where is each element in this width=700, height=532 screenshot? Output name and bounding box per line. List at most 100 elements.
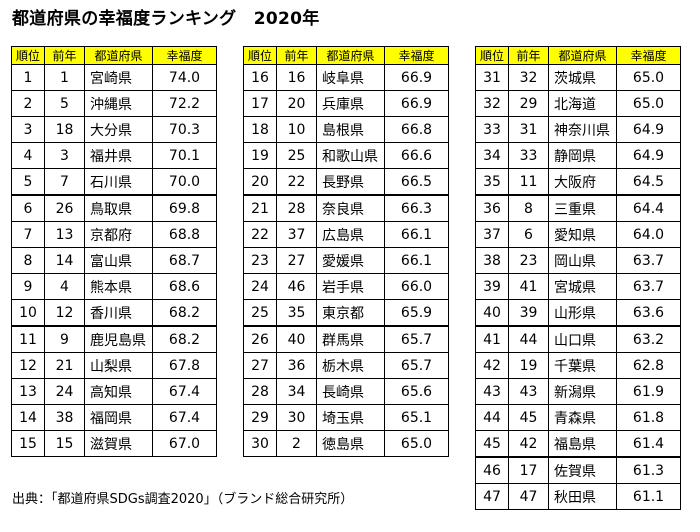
prefecture-cell: 福井県 <box>84 142 153 169</box>
previous-rank-cell: 18 <box>44 116 85 143</box>
prefecture-cell: 高知県 <box>84 378 153 405</box>
happiness-score-cell: 65.1 <box>384 404 449 431</box>
happiness-score-cell: 68.2 <box>152 299 217 327</box>
table-row: 45 42 福島県 61.4 <box>475 430 681 458</box>
happiness-score-cell: 63.6 <box>616 299 681 327</box>
happiness-score-cell: 61.3 <box>616 456 681 484</box>
prefecture-cell: 青森県 <box>548 404 617 431</box>
header-happiness: 幸福度 <box>152 46 217 65</box>
table-header-row: 順位 前年 都道府県 幸福度 <box>475 46 681 65</box>
happiness-score-cell: 61.4 <box>616 430 681 458</box>
previous-rank-cell: 17 <box>508 456 549 484</box>
rank-cell: 42 <box>475 352 509 379</box>
previous-rank-cell: 3 <box>44 142 85 169</box>
prefecture-cell: 徳島県 <box>316 430 385 457</box>
previous-rank-cell: 39 <box>508 299 549 327</box>
previous-rank-cell: 2 <box>276 430 317 457</box>
prefecture-cell: 鳥取県 <box>84 194 153 222</box>
prefecture-cell: 長崎県 <box>316 378 385 405</box>
previous-rank-cell: 38 <box>44 404 85 431</box>
table-row: 18 10 島根県 66.8 <box>243 116 449 143</box>
previous-rank-cell: 30 <box>276 404 317 431</box>
previous-rank-cell: 19 <box>508 352 549 379</box>
previous-rank-cell: 5 <box>44 90 85 117</box>
rank-cell: 27 <box>243 352 277 379</box>
header-rank: 順位 <box>11 46 45 65</box>
prefecture-cell: 群馬県 <box>316 325 385 353</box>
page-title: 都道府県の幸福度ランキング 2020年 <box>12 9 320 29</box>
happiness-score-cell: 70.0 <box>152 168 217 196</box>
happiness-score-cell: 64.5 <box>616 168 681 196</box>
table-row: 35 11 大阪府 64.5 <box>475 168 681 196</box>
header-rank: 順位 <box>475 46 509 65</box>
rank-cell: 19 <box>243 142 277 169</box>
table-row: 47 47 秋田県 61.1 <box>475 483 681 510</box>
happiness-score-cell: 64.9 <box>616 116 681 143</box>
previous-rank-cell: 7 <box>44 168 85 196</box>
happiness-score-cell: 61.9 <box>616 378 681 405</box>
prefecture-cell: 宮城県 <box>548 273 617 300</box>
rank-cell: 15 <box>11 430 45 457</box>
prefecture-cell: 滋賀県 <box>84 430 153 457</box>
rank-cell: 31 <box>475 64 509 91</box>
rank-cell: 30 <box>243 430 277 457</box>
happiness-score-cell: 63.2 <box>616 325 681 353</box>
happiness-score-cell: 68.8 <box>152 221 217 248</box>
rank-cell: 9 <box>11 273 45 300</box>
happiness-score-cell: 68.6 <box>152 273 217 300</box>
prefecture-cell: 宮崎県 <box>84 64 153 91</box>
table-row: 40 39 山形県 63.6 <box>475 299 681 327</box>
happiness-score-cell: 66.3 <box>384 194 449 222</box>
table-row: 27 36 栃木県 65.7 <box>243 352 449 379</box>
table-row: 37 6 愛知県 64.0 <box>475 221 681 248</box>
happiness-score-cell: 62.8 <box>616 352 681 379</box>
table-row: 33 31 神奈川県 64.9 <box>475 116 681 143</box>
table-row: 38 23 岡山県 63.7 <box>475 247 681 274</box>
happiness-score-cell: 67.8 <box>152 352 217 379</box>
happiness-score-cell: 72.2 <box>152 90 217 117</box>
header-prefecture: 都道府県 <box>84 46 153 65</box>
table-row: 26 40 群馬県 65.7 <box>243 325 449 353</box>
rank-cell: 34 <box>475 142 509 169</box>
rank-cell: 37 <box>475 221 509 248</box>
happiness-score-cell: 65.0 <box>384 430 449 457</box>
rank-cell: 33 <box>475 116 509 143</box>
table-row: 19 25 和歌山県 66.6 <box>243 142 449 169</box>
prefecture-cell: 京都府 <box>84 221 153 248</box>
rank-cell: 32 <box>475 90 509 117</box>
happiness-score-cell: 68.7 <box>152 247 217 274</box>
previous-rank-cell: 36 <box>276 352 317 379</box>
happiness-score-cell: 67.4 <box>152 404 217 431</box>
previous-rank-cell: 33 <box>508 142 549 169</box>
rank-cell: 36 <box>475 194 509 222</box>
previous-rank-cell: 45 <box>508 404 549 431</box>
rank-cell: 18 <box>243 116 277 143</box>
rank-cell: 22 <box>243 221 277 248</box>
rank-cell: 10 <box>11 299 45 327</box>
table-row: 7 13 京都府 68.8 <box>11 221 217 248</box>
prefecture-cell: 福岡県 <box>84 404 153 431</box>
rank-cell: 41 <box>475 325 509 353</box>
prefecture-cell: 富山県 <box>84 247 153 274</box>
table-row: 20 22 長野県 66.5 <box>243 168 449 196</box>
rank-cell: 12 <box>11 352 45 379</box>
happiness-score-cell: 66.1 <box>384 221 449 248</box>
table-row: 34 33 静岡県 64.9 <box>475 142 681 169</box>
rank-cell: 46 <box>475 456 509 484</box>
table-row: 17 20 兵庫県 66.9 <box>243 90 449 117</box>
previous-rank-cell: 4 <box>44 273 85 300</box>
table-row: 3 18 大分県 70.3 <box>11 116 217 143</box>
header-happiness: 幸福度 <box>384 46 449 65</box>
prefecture-cell: 山口県 <box>548 325 617 353</box>
prefecture-cell: 兵庫県 <box>316 90 385 117</box>
previous-rank-cell: 44 <box>508 325 549 353</box>
rank-cell: 7 <box>11 221 45 248</box>
table-header-row: 順位 前年 都道府県 幸福度 <box>11 46 217 65</box>
rank-cell: 39 <box>475 273 509 300</box>
previous-rank-cell: 8 <box>508 194 549 222</box>
happiness-score-cell: 61.8 <box>616 404 681 431</box>
table-row: 29 30 埼玉県 65.1 <box>243 404 449 431</box>
prefecture-cell: 新潟県 <box>548 378 617 405</box>
previous-rank-cell: 22 <box>276 168 317 196</box>
prefecture-cell: 沖縄県 <box>84 90 153 117</box>
